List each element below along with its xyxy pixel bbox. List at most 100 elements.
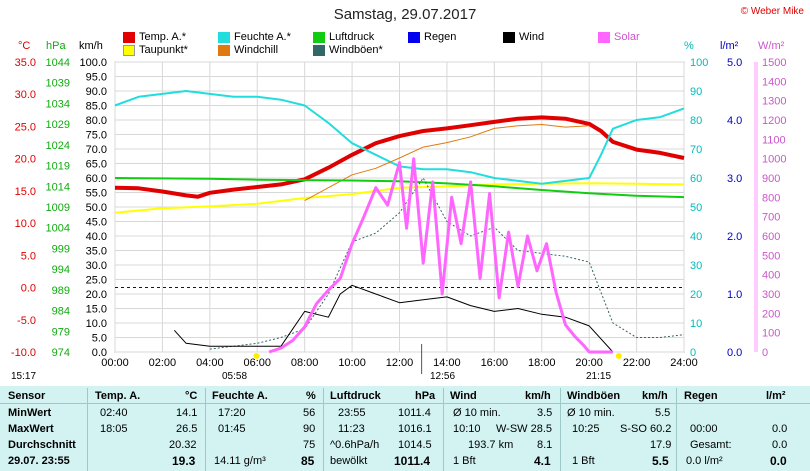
legend-temp-label: Temp. A.* [139,31,187,43]
axis-tick-temp: 5.0 [21,250,36,262]
axis-tick-pct: 100 [690,57,708,69]
header-wind: Wind [450,390,477,402]
axis-tick-lm2: 0.0 [727,347,742,359]
press-weather: bewölkt [330,455,368,467]
axis-tick-hpa: 1039 [46,78,70,90]
gust-min-label: Ø 10 min. [567,407,615,419]
press-avg: 1014.5 [398,439,432,451]
axis-tick-kmh: 100.0 [79,57,107,69]
axis-tick-kmh: 90.0 [86,86,107,98]
press-max: 1016.1 [398,423,432,435]
table-divider [87,388,88,471]
legend-rain: Regen [408,31,456,43]
wind-distance: 193.7 km [468,439,514,451]
axis-tick-hpa: 989 [52,285,70,297]
table-divider [323,388,324,471]
axis-tick-temp: 30.0 [15,89,36,101]
temp-max-time: 18:05 [100,423,128,435]
x-tick-label: 00:00 [101,357,129,369]
axis-tick-kmh: 55.0 [86,188,107,200]
axis-tick-temp: 0.0 [21,283,36,295]
axis-tick-hpa: 984 [52,306,70,318]
legend-windchill-label: Windchill [234,44,279,56]
press-min: 1011.4 [398,407,431,419]
rain-total-label: Gesamt: [690,439,732,451]
axis-tick-temp: 35.0 [15,57,36,69]
axis-title-hpa: hPa [46,40,66,52]
axis-tick-kmh: 10.0 [86,318,107,330]
wind-current: 4.1 [534,454,551,468]
wind-min-label: Ø 10 min. [453,407,501,419]
series-temp-a [114,115,685,199]
rain-max: 0.0 [772,423,788,435]
axis-tick-temp: -5.0 [17,315,36,327]
now-label: 12:56 [430,371,456,382]
rain-total: 0.0 [772,439,788,451]
hum-min-time: 17:20 [218,407,246,419]
axis-tick-wm2: 1000 [762,154,786,166]
x-tick-label: 08:00 [291,357,319,369]
press-max-time: 11:23 [338,423,365,435]
axis-tick-pct: 70 [690,144,702,156]
axis-tick-kmh: 85.0 [86,101,107,113]
series-solar [268,157,613,354]
legend-gusts: Windböen* [313,44,383,56]
sunrise-label: 05:58 [222,371,248,382]
axis-title-temp: °C [18,40,31,52]
axis-tick-kmh: 80.0 [86,115,107,127]
axis-tick-lm2: 3.0 [727,173,742,185]
legend-wind: Wind [503,31,544,43]
legend-rain-label: Regen [424,31,457,43]
axis-tick-kmh: 25.0 [86,275,107,287]
solar-axis-bar [754,62,758,352]
axis-tick-lm2: 1.0 [727,289,742,301]
legend-wind-label: Wind [519,31,545,43]
hum-min: 56 [303,407,316,419]
axis-tick-wm2: 300 [762,289,780,301]
axis-tick-kmh: 70.0 [86,144,107,156]
gust-max-time: 10:25 [572,423,600,435]
axis-tick-kmh: 30.0 [86,260,107,272]
axis-tick-pct: 0 [690,347,696,359]
axis-tick-hpa: 1029 [46,119,70,131]
temp-avg: 20.32 [169,439,197,451]
table-divider [205,388,206,471]
axis-tick-pct: 50 [690,202,702,214]
header-temp-unit: °C [185,390,198,402]
axis-tick-hpa: 979 [52,326,70,338]
axis-tick-wm2: 700 [762,212,780,224]
row-label-avg: Durchschnitt [8,439,76,451]
legend-wind-swatch [503,31,515,43]
x-tick-label: 04:00 [196,357,224,369]
gust-min: 5.5 [655,407,671,419]
x-tick-label: 02:00 [149,357,177,369]
axis-tick-wm2: 200 [762,308,780,320]
axis-tick-wm2: 1100 [762,134,786,146]
copyright-label: © Weber Mike [740,6,804,17]
table-divider [443,388,444,471]
axis-tick-hpa: 1019 [46,161,70,173]
legend-windchill-swatch [218,44,230,56]
wind-min: 3.5 [537,407,553,419]
axis-tick-wm2: 900 [762,173,780,185]
series-windchill [304,124,590,202]
series-wind [173,284,614,353]
axis-tick-lm2: 4.0 [727,115,742,127]
axis-tick-wm2: 0 [762,347,768,359]
temp-min: 14.1 [176,407,198,419]
legend-dewpoint-label: Taupunkt* [139,44,188,56]
axis-tick-temp: -10.0 [11,347,36,359]
axis-tick-hpa: 994 [52,264,70,276]
axis-tick-temp: 10.0 [15,218,36,230]
hum-current: 85 [301,454,315,468]
row-label-max: MaxWert [8,423,54,435]
stats-table [0,386,810,471]
legend-rain-swatch [408,31,420,43]
axis-tick-pct: 90 [690,86,702,98]
header-wind-unit: km/h [525,390,551,402]
axis-tick-wm2: 1300 [762,96,786,108]
legend-pressure-label: Luftdruck [329,31,375,43]
axis-tick-lm2: 2.0 [727,231,742,243]
axis-tick-wm2: 400 [762,270,780,282]
legend-solar-label: Solar [614,31,640,43]
